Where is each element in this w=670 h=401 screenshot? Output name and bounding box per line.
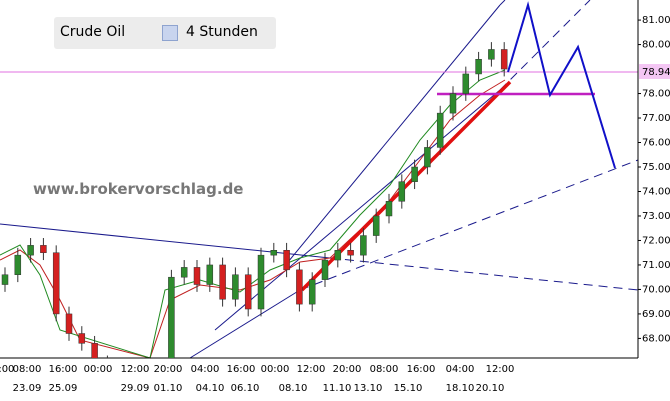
x-date-label: 20.10: [476, 383, 505, 394]
x-date-label: 11.10: [323, 383, 352, 394]
candle-body: [488, 49, 495, 60]
candle-body: [360, 235, 367, 256]
x-time-label: 04:00: [191, 364, 220, 375]
y-tick-label: 70.00: [642, 284, 670, 295]
candle-body: [91, 343, 98, 358]
y-tick-label: 75.00: [642, 162, 670, 173]
x-time-label: 20:00: [154, 364, 183, 375]
x-time-label: 00:00: [0, 364, 14, 375]
candle-body: [232, 274, 239, 300]
candle-body: [283, 250, 290, 271]
watermark: www.brokervorschlag.de: [33, 180, 244, 198]
candle-body: [385, 201, 393, 217]
candle-body: [168, 276, 175, 358]
x-date-label: 15.10: [394, 383, 423, 394]
x-date-label: 08.10: [279, 383, 308, 394]
candle-body: [500, 49, 508, 70]
x-date-label: 13.10: [354, 383, 383, 394]
x-date-label: 06.10: [231, 383, 260, 394]
candle-body: [270, 250, 278, 256]
x-time-label: 16:00: [49, 364, 78, 375]
support-line-extension: [299, 159, 639, 291]
y-tick-label: 76.00: [642, 138, 670, 149]
candle-body: [65, 313, 73, 334]
price-label-bg: [639, 64, 670, 79]
x-time-label: 00:00: [261, 364, 290, 375]
candle-body: [14, 254, 22, 275]
candle-body: [1, 274, 9, 285]
price-label: 78.94: [642, 67, 670, 78]
candle-body: [219, 264, 226, 300]
y-tick-label: 78.00: [642, 89, 670, 100]
candle-body: [180, 267, 188, 278]
x-time-label: 08:00: [370, 364, 399, 375]
support-line: [189, 289, 301, 359]
instrument[interactable]: Crude Oil: [60, 24, 126, 40]
candle-body: [257, 254, 265, 310]
y-tick-label: 68.00: [642, 333, 670, 344]
x-time-label: 16:00: [407, 364, 436, 375]
candles: [1, 42, 508, 358]
candle-body: [78, 333, 86, 344]
x-date-label: 01.10: [154, 383, 183, 394]
y-tick-label: 69.00: [642, 309, 670, 320]
candle-body: [372, 215, 380, 236]
x-time-label: 00:00: [84, 364, 113, 375]
dropdown-button[interactable]: [162, 25, 178, 41]
candle-body: [193, 267, 201, 285]
x-date-label: 18.10: [446, 383, 475, 394]
candle-body: [206, 264, 214, 285]
candle-body: [449, 93, 457, 114]
timeframe[interactable]: 4 Stunden: [186, 24, 258, 40]
x-time-label: 16:00: [227, 364, 256, 375]
candle-body: [398, 181, 406, 202]
channel-upper: [287, 4, 501, 263]
x-date-label: 25.09: [49, 383, 78, 394]
toolbar: Crude Oil 4 Stunden: [54, 17, 276, 49]
candle-body: [475, 59, 482, 75]
channel-lower-extension: [499, 0, 591, 91]
candle-body: [411, 166, 418, 182]
trend-line-extension: [329, 257, 639, 291]
y-tick-label: 77.00: [642, 113, 670, 124]
x-date-label: 23.09: [13, 383, 42, 394]
y-tick-label: 81.00: [642, 15, 670, 26]
y-tick-label: 80.00: [642, 40, 670, 51]
candle-body: [334, 250, 342, 261]
x-time-label: 04:00: [446, 364, 475, 375]
x-time-label: 12:00: [121, 364, 150, 375]
x-time-label: 12:00: [297, 364, 326, 375]
candle-body: [27, 245, 34, 256]
x-date-label: 04.10: [196, 383, 225, 394]
y-tick-label: 73.00: [642, 211, 670, 222]
candle-body: [347, 250, 354, 256]
x-date-label: 29.09: [121, 383, 150, 394]
channel-upper-extension: [499, 0, 506, 6]
candle-body: [40, 245, 47, 253]
y-tick-label: 74.00: [642, 186, 670, 197]
y-tick-label: 72.00: [642, 235, 670, 246]
y-tick-label: 71.00: [642, 260, 670, 271]
candle-body: [296, 269, 303, 305]
candle-body: [244, 274, 252, 310]
candle-body: [321, 259, 329, 280]
candle-body: [424, 147, 431, 168]
projection: [507, 1, 616, 169]
candle-body: [308, 279, 316, 305]
candle-body: [52, 252, 60, 315]
x-time-label: 20:00: [333, 364, 362, 375]
candle-body: [436, 112, 444, 148]
x-time-label: 12:00: [486, 364, 515, 375]
candle-body: [462, 73, 470, 94]
x-time-label: 08:00: [13, 364, 42, 375]
